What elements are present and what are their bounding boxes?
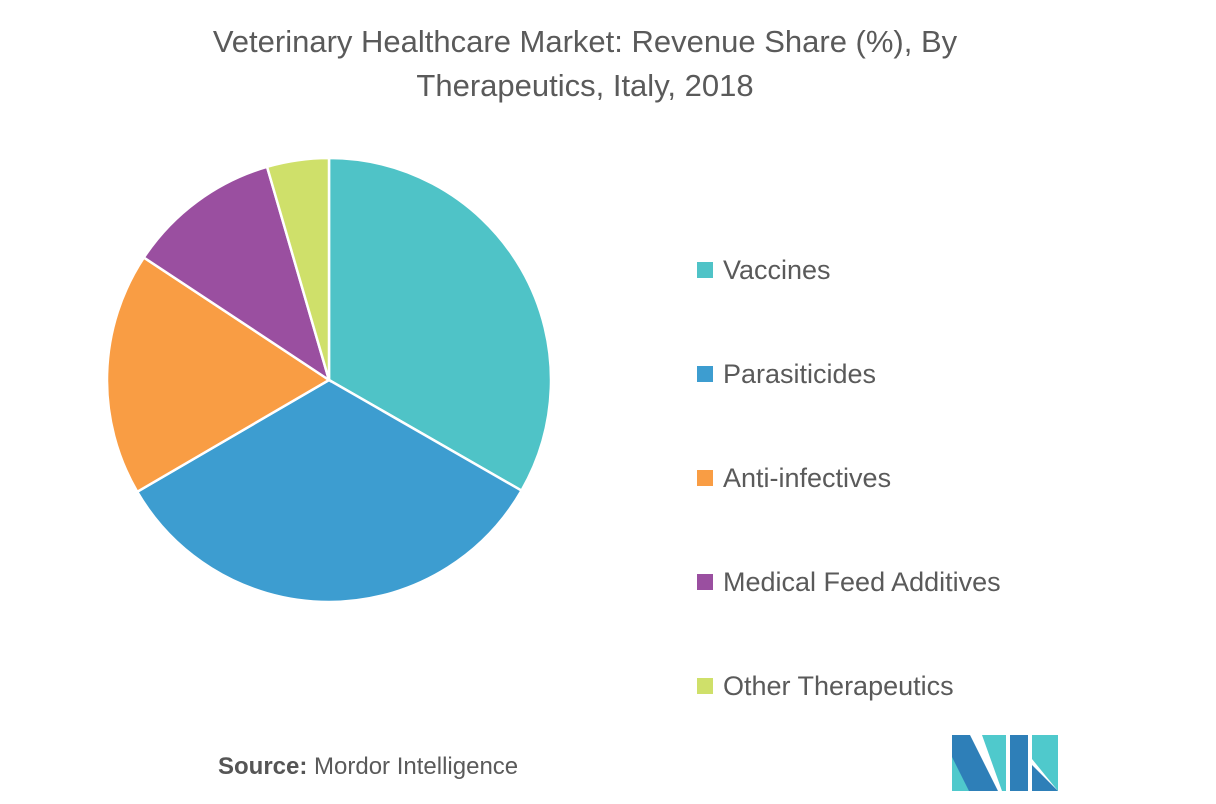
mordor-intelligence-logo [952,735,1058,791]
source-text: Mordor Intelligence [314,753,519,780]
title-line-2: Therapeutics, Italy, 2018 [416,68,754,103]
legend: Vaccines Parasiticides Anti-infectives M… [697,218,1001,738]
legend-label: Vaccines [723,254,831,285]
legend-swatch [697,678,713,694]
legend-item-vaccines: Vaccines [697,218,1001,322]
legend-label: Medical Feed Additives [723,566,1001,597]
legend-item-medical-feed-additives: Medical Feed Additives [697,530,1001,634]
pie-slice-medical-feed-additives [142,165,332,383]
legend-swatch [697,470,713,486]
legend-label: Other Therapeutics [723,670,954,701]
pie-slice-anti-infectives [105,255,332,494]
source-note: Source: Mordor Intelligence [218,753,518,781]
legend-swatch [697,262,713,278]
legend-swatch [697,366,713,382]
pie-slice-vaccines [327,156,553,493]
legend-swatch [697,574,713,590]
pie-slice-parasiticides [135,378,524,604]
legend-label: Parasiticides [723,358,877,389]
pie-slice-other-therapeutics [265,156,331,381]
legend-item-other-therapeutics: Other Therapeutics [697,634,1001,738]
pie-chart [105,156,553,604]
source-label: Source: [218,753,308,780]
title-line-1: Veterinary Healthcare Market: Revenue Sh… [212,24,958,59]
chart-title: Veterinary Healthcare Market: Revenue Sh… [0,20,1170,108]
legend-item-anti-infectives: Anti-infectives [697,426,1001,530]
legend-label: Anti-infectives [723,462,892,493]
legend-item-parasiticides: Parasiticides [697,322,1001,426]
